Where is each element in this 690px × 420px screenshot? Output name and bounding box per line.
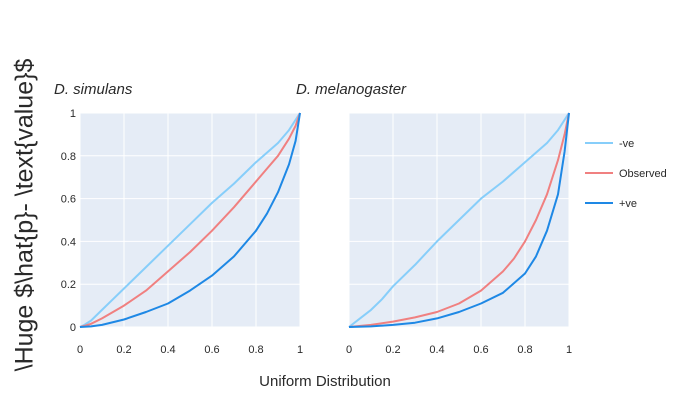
x-tick-label: 0.8 xyxy=(248,344,263,356)
x-tick-label: 0 xyxy=(346,344,352,356)
x-tick-label: 0.4 xyxy=(429,344,444,356)
x-tick-label: 0.8 xyxy=(517,344,532,356)
series-line-neg xyxy=(79,112,301,328)
legend-label-pos: +ve xyxy=(619,198,637,210)
series-line-pos xyxy=(79,112,301,328)
y-tick-labels: 0 0.2 0.4 0.6 0.8 1 xyxy=(61,108,76,334)
panel-title: D. simulans xyxy=(54,81,133,98)
y-tick-label: 0.8 xyxy=(61,151,76,163)
series-line-neg xyxy=(348,112,570,328)
series-line-observed xyxy=(79,112,301,328)
series-line-observed xyxy=(348,112,570,328)
series-line-pos xyxy=(348,112,570,328)
series-layer xyxy=(348,112,570,328)
series-layer xyxy=(79,112,301,328)
y-tick-label: 0.2 xyxy=(61,279,76,291)
y-tick-label: 0 xyxy=(70,322,76,334)
x-tick-label: 0.4 xyxy=(160,344,175,356)
gridlines xyxy=(79,112,301,328)
x-tick-label: 0.2 xyxy=(116,344,131,356)
x-tick-label: 1 xyxy=(566,344,572,356)
panel-d-simulans: D. simulans 0 0.2 0.4 0.6 0.8 1 0 0.2 0.4 0.6 0.8… xyxy=(54,81,303,356)
y-axis-title: \Huge $\hat{p}- \text{value}$ xyxy=(11,59,39,372)
x-tick-label: 1 xyxy=(297,344,303,356)
x-tick-label: 0.6 xyxy=(473,344,488,356)
x-tick-label: 0.6 xyxy=(204,344,219,356)
x-tick-label: 0.2 xyxy=(385,344,400,356)
x-axis-title: Uniform Distribution xyxy=(259,373,391,390)
legend-label-neg: -ve xyxy=(619,138,634,150)
x-tick-label: 0 xyxy=(77,344,83,356)
y-tick-label: 0.4 xyxy=(61,236,76,248)
y-tick-label: 0.6 xyxy=(61,194,76,206)
x-tick-labels: 0 0.2 0.4 0.6 0.8 1 xyxy=(77,344,303,356)
x-tick-labels: 0 0.2 0.4 0.6 0.8 1 xyxy=(346,344,572,356)
y-tick-label: 1 xyxy=(70,108,76,120)
plot-area xyxy=(80,113,300,327)
panel-d-melanogaster: D. melanogaster 0 0.2 0.4 0.6 0.8 1 xyxy=(296,81,572,356)
panel-title: D. melanogaster xyxy=(296,81,407,98)
legend[interactable]: -ve Observed +ve xyxy=(585,138,667,210)
legend-label-observed: Observed xyxy=(619,168,667,180)
